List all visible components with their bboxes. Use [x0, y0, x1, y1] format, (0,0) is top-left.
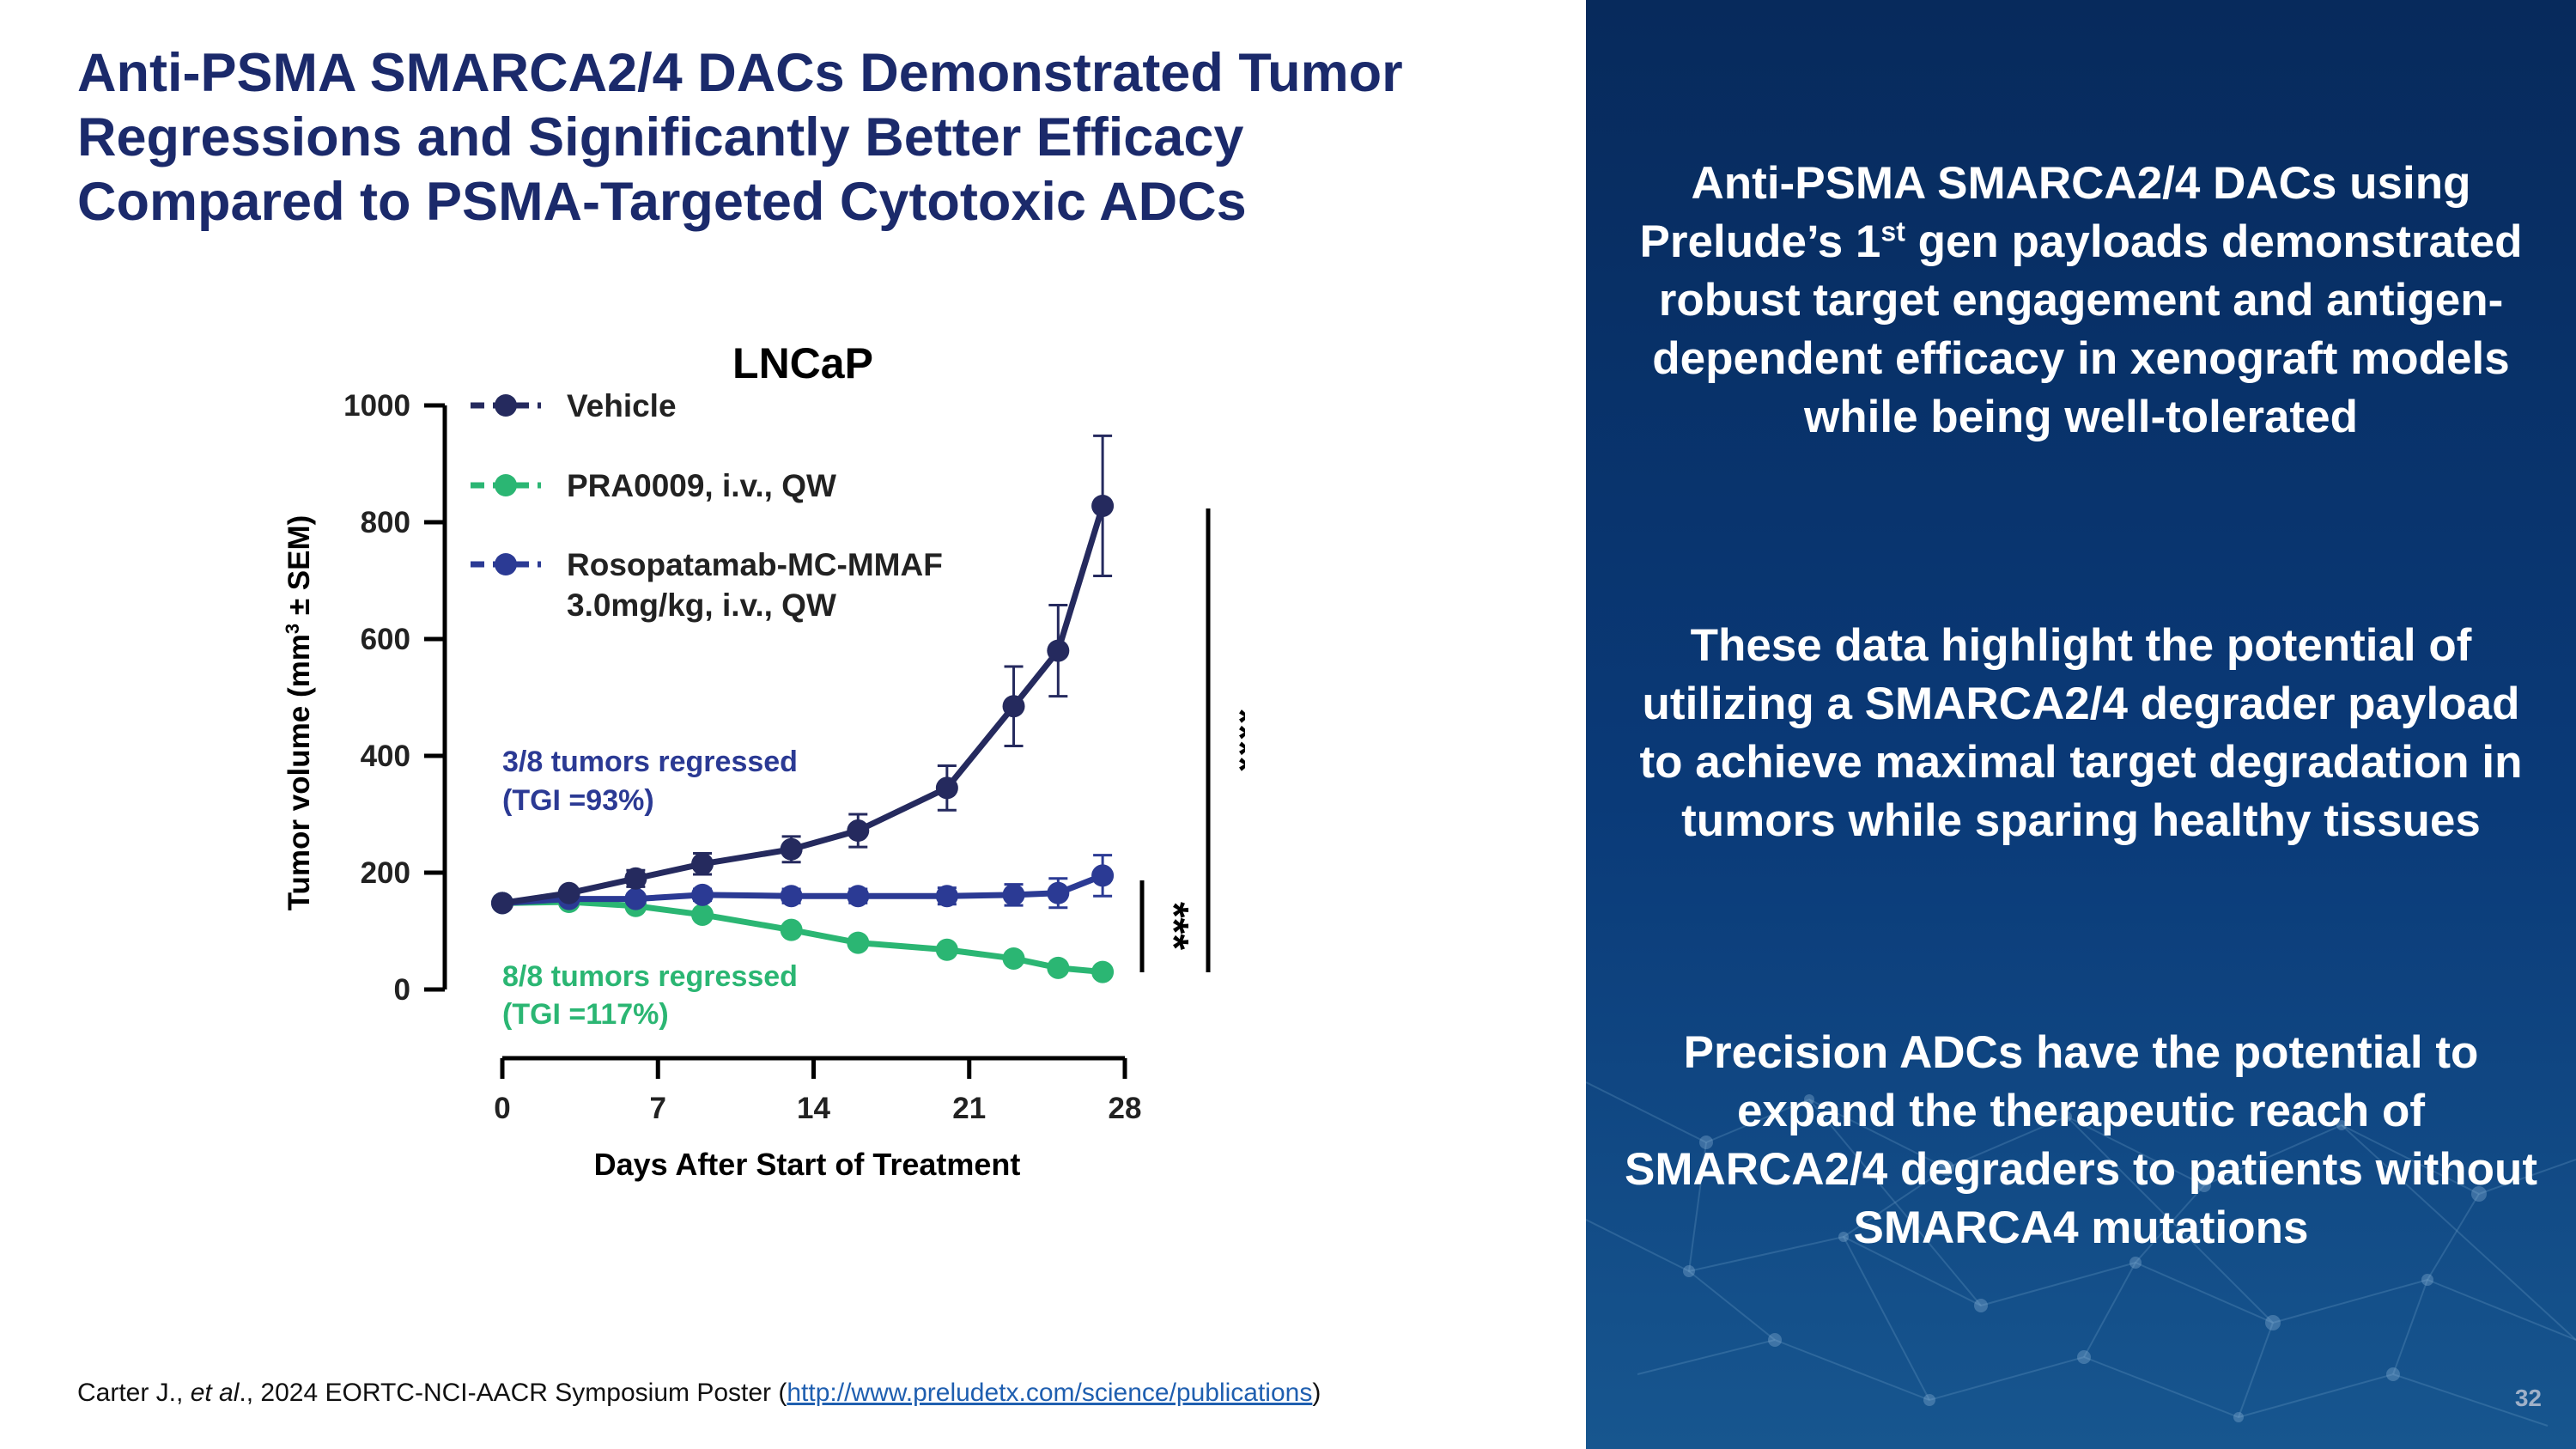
chart-title: LNCaP — [732, 339, 873, 387]
series-line — [501, 504, 1106, 906]
data-point — [780, 918, 803, 941]
axes: 0 200 400 600 800 1000 0 7 14 21 28 — [343, 389, 1141, 1125]
data-point — [491, 892, 513, 915]
title-line-1: Anti-PSMA SMARCA2/4 DACs Demonstrated Tu… — [77, 43, 1403, 103]
data-point — [624, 867, 647, 890]
tumor-volume-chart: LNCaP Tumor volume (mm3 ± SEM) 0 200 400 60… — [282, 339, 1245, 1182]
data-point — [557, 881, 580, 904]
data-point — [847, 819, 870, 843]
page-number: 32 — [2514, 1385, 2542, 1411]
data-point — [1002, 883, 1025, 906]
summary-panel: Anti-PSMA SMARCA2/4 DACs using Prelude’s… — [1586, 0, 2576, 1449]
annotation-rosopatamab: 3/8 tumors regressed (TGI =93%) — [502, 746, 798, 817]
data-point — [780, 885, 803, 908]
data-point — [780, 837, 803, 861]
data-point — [935, 938, 958, 961]
x-tick-label: 21 — [952, 1092, 986, 1125]
y-tick-label: 1000 — [343, 389, 410, 423]
data-point — [624, 887, 647, 910]
data-point — [847, 931, 870, 954]
summary-paragraph-1: Anti-PSMA SMARCA2/4 DACs using Prelude’s… — [1620, 155, 2542, 447]
y-tick-label: 800 — [361, 506, 410, 539]
annotation-rosopatamab-line1: 3/8 tumors regressed — [502, 746, 798, 778]
legend-label-rosopatamab-2: 3.0mg/kg, i.v., QW — [567, 588, 836, 623]
data-point — [1002, 695, 1025, 718]
legend-label-pra0009: PRA0009, i.v., QW — [567, 468, 836, 503]
series-line — [501, 898, 1103, 976]
data-point — [1047, 881, 1070, 904]
citation-pre: Carter J., — [77, 1379, 191, 1407]
legend: Vehicle PRA0009, i.v., QW Rosopatamab-MC… — [471, 388, 943, 623]
summary-paragraph-1-pre: Anti-PSMA SMARCA2/4 DACs using Prelude’s… — [1639, 158, 2471, 267]
x-tick-label: 14 — [797, 1092, 830, 1125]
annotation-pra0009: 8/8 tumors regressed (TGI =117%) — [502, 960, 798, 1031]
legend-item-pra0009: PRA0009, i.v., QW — [471, 468, 836, 503]
y-tick-label: 0 — [394, 973, 410, 1007]
x-tick-label: 7 — [650, 1092, 666, 1125]
summary-paragraph-3: Precision ADCs have the potential to exp… — [1624, 1027, 2538, 1253]
legend-marker-pra0009 — [495, 474, 517, 496]
y-axis-label: Tumor volume (mm3 ± SEM) — [282, 515, 316, 911]
legend-label-vehicle: Vehicle — [567, 388, 677, 423]
y-tick-label: 400 — [361, 740, 410, 773]
citation-post: ) — [1312, 1379, 1321, 1407]
network-background — [1586, 1081, 2576, 1427]
legend-marker-vehicle — [495, 394, 517, 417]
y-axis-label-tail: ± SEM) — [283, 515, 316, 624]
data-point — [847, 885, 870, 908]
y-tick-label: 600 — [361, 623, 410, 656]
data-point — [935, 885, 958, 908]
data-point — [1047, 956, 1070, 979]
data-point — [1091, 864, 1115, 887]
summary-paragraph-1-sup: st — [1880, 216, 1905, 247]
data-point — [1047, 639, 1070, 662]
legend-item-vehicle: Vehicle — [471, 388, 677, 423]
series-0 — [491, 434, 1115, 915]
legend-marker-rosopatamab — [495, 553, 517, 575]
annotation-pra0009-line1: 8/8 tumors regressed — [502, 960, 798, 993]
annotation-rosopatamab-line2: (TGI =93%) — [502, 784, 654, 817]
y-axis-label-sup: 3 — [282, 624, 303, 634]
y-axis-label-main: Tumor volume (mm — [283, 634, 316, 910]
citation: Carter J., et al., 2024 EORTC-NCI-AACR S… — [77, 1379, 1321, 1408]
data-point — [1091, 494, 1115, 517]
title-line-2: Regressions and Significantly Better Eff… — [77, 107, 1244, 167]
series-line — [501, 873, 1104, 906]
y-tick-label: 200 — [361, 856, 410, 890]
data-point — [1091, 960, 1115, 983]
data-point — [691, 883, 714, 906]
page-title: Anti-PSMA SMARCA2/4 DACs Demonstrated Tu… — [77, 41, 1589, 234]
summary-paragraph-2: These data highlight the potential of ut… — [1639, 620, 2523, 846]
x-tick-label: 0 — [494, 1092, 510, 1125]
title-line-3: Compared to PSMA-Targeted Cytotoxic ADCs — [77, 172, 1247, 232]
legend-item-rosopatamab: Rosopatamab-MC-MMAF 3.0mg/kg, i.v., QW — [471, 547, 943, 623]
citation-link[interactable]: http://www.preludetx.com/science/publica… — [787, 1379, 1313, 1407]
series-layer — [491, 434, 1115, 983]
x-tick-label: 28 — [1109, 1092, 1142, 1125]
legend-label-rosopatamab-1: Rosopatamab-MC-MMAF — [567, 547, 943, 582]
x-axis-label: Days After Start of Treatment — [594, 1147, 1021, 1182]
citation-italic: et al — [190, 1379, 240, 1407]
data-point — [691, 903, 714, 926]
summary-paragraph-1-post: gen payloads demonstrated robust target … — [1652, 216, 2523, 442]
data-point — [935, 776, 958, 800]
significance-rosopatamab: *** — [1151, 902, 1196, 950]
citation-mid: ., 2024 EORTC-NCI-AACR Symposium Poster … — [239, 1379, 787, 1407]
annotation-pra0009-line2: (TGI =117%) — [502, 998, 669, 1031]
data-point — [1002, 947, 1025, 970]
significance-vehicle: **** — [1217, 709, 1245, 773]
data-point — [691, 852, 714, 875]
series-2 — [491, 854, 1115, 915]
